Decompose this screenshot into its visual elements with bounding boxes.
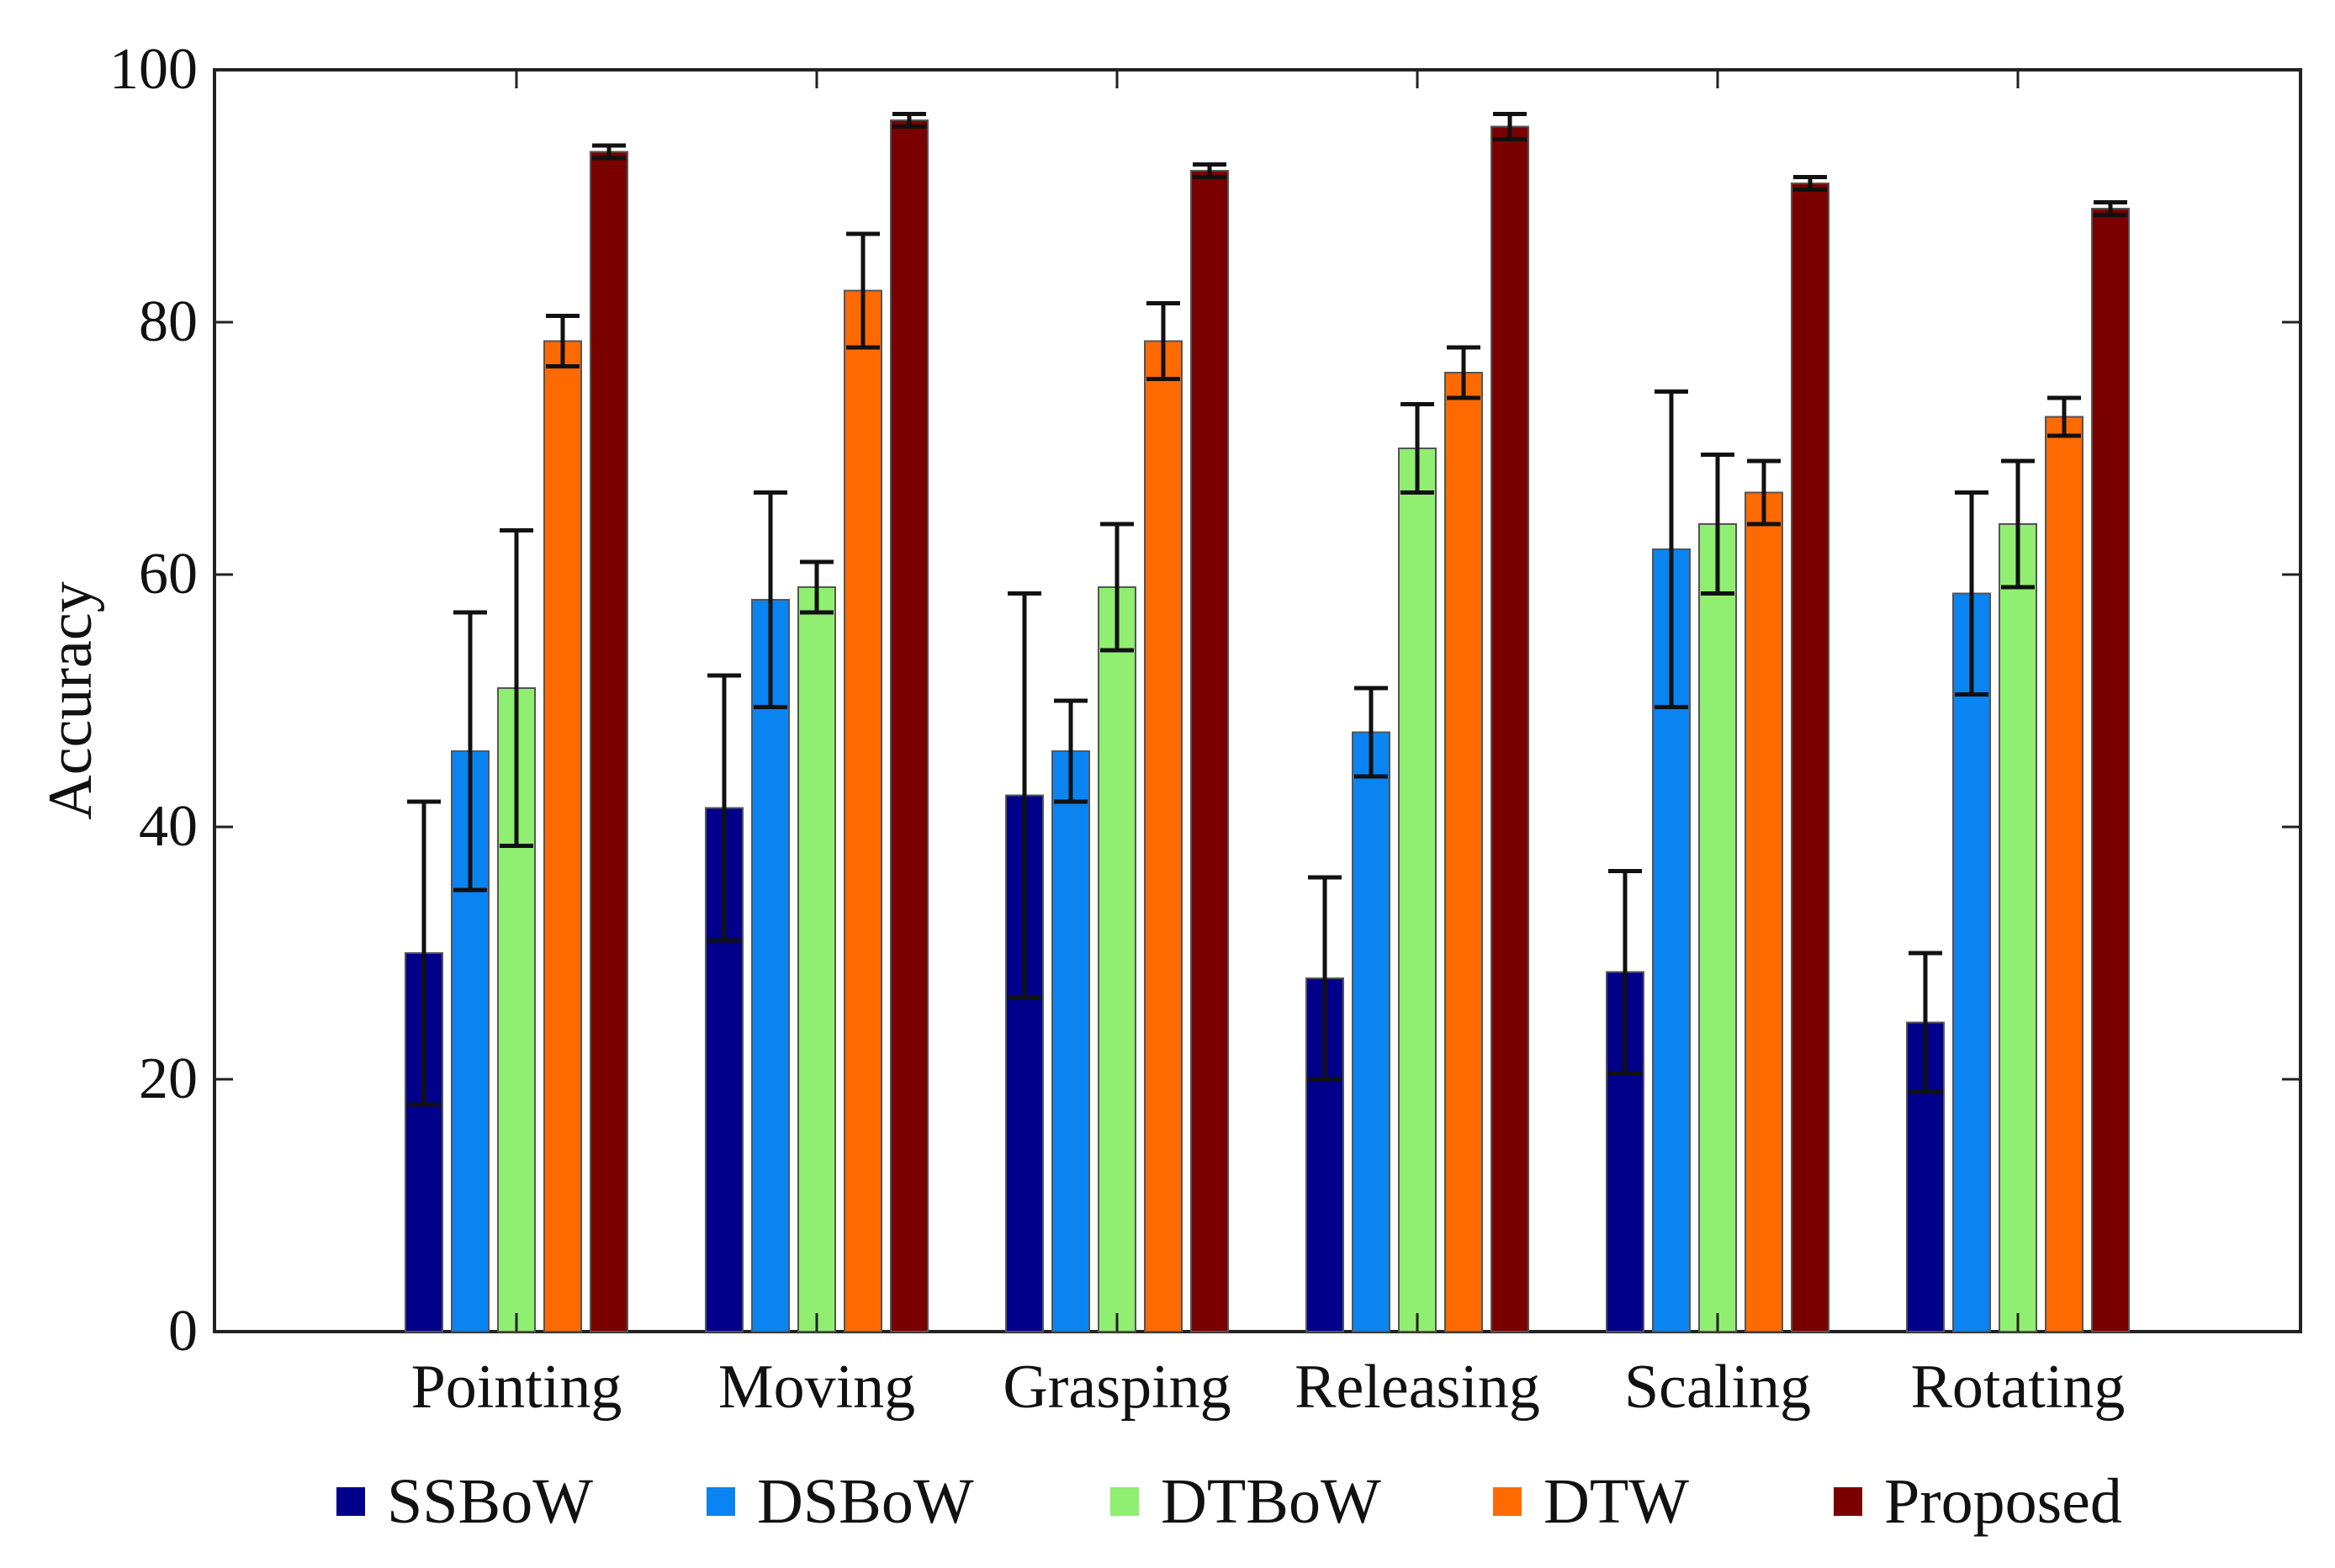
- y-axis-label: Accuracy: [36, 581, 105, 819]
- y-tick-label: 40: [139, 794, 198, 859]
- bar-chart: 0 20 40 60 80 100 Pointing Moving Grasping Releas…: [36, 37, 2302, 1422]
- x-tick-label: Scaling: [1624, 1353, 1811, 1422]
- x-tick-label: Releasing: [1295, 1353, 1540, 1422]
- legend-label: Proposed: [1884, 1465, 2122, 1537]
- bar-proposed: [1190, 170, 1229, 1332]
- bar-dtbow: [1999, 523, 2037, 1332]
- ticks-layer: 0 20 40 60 80 100 Pointing Moving Grasping Releas…: [109, 37, 2301, 1422]
- bar-dtbow: [797, 586, 836, 1332]
- bar-dtw: [543, 340, 582, 1332]
- bar-dsbow: [1352, 731, 1390, 1332]
- bar-dsbow: [751, 599, 790, 1332]
- bar-dtw: [1444, 372, 1483, 1332]
- bar-dtbow: [1098, 586, 1136, 1332]
- legend-swatch: [1834, 1487, 1862, 1516]
- bar-dtw: [2045, 416, 2083, 1332]
- bar-dtw: [1745, 491, 1783, 1332]
- plot-frame: [213, 68, 2302, 1333]
- bar-proposed: [2091, 208, 2130, 1332]
- legend-item-proposed: Proposed: [1834, 1455, 2122, 1548]
- legend-label: DSBoW: [757, 1465, 974, 1537]
- x-tick-label: Moving: [718, 1353, 915, 1422]
- x-tick-label: Grasping: [1003, 1353, 1231, 1422]
- x-tick-label: Pointing: [411, 1353, 622, 1422]
- bar-dtbow: [1398, 448, 1437, 1332]
- y-tick-label: 0: [168, 1299, 198, 1364]
- y-tick-label: 60: [139, 542, 198, 607]
- legend-item-dsbow: DSBoW: [707, 1455, 974, 1548]
- legend-swatch: [707, 1487, 735, 1516]
- bar-dtbow: [1698, 523, 1737, 1332]
- x-tick-label: Rotating: [1911, 1353, 2126, 1422]
- bar-dtw: [844, 289, 882, 1332]
- legend: SSBoW DSBoW DTBoW DTW Proposed: [0, 1455, 2335, 1548]
- y-tick-label: 20: [139, 1046, 198, 1111]
- legend-label: SSBoW: [387, 1465, 593, 1537]
- y-tick-label: 100: [109, 37, 198, 102]
- bar-dtw: [1144, 340, 1183, 1332]
- bar-proposed: [1490, 125, 1529, 1332]
- legend-item-dtbow: DTBoW: [1110, 1455, 1381, 1548]
- legend-label: DTBoW: [1161, 1465, 1381, 1537]
- legend-swatch: [1110, 1487, 1139, 1516]
- legend-swatch: [1493, 1487, 1522, 1516]
- bar-dsbow: [1952, 592, 1991, 1332]
- legend-item-dtw: DTW: [1493, 1455, 1689, 1548]
- bar-proposed: [1791, 183, 1829, 1332]
- y-tick-label: 80: [139, 289, 198, 354]
- bar-proposed: [590, 151, 628, 1332]
- legend-item-ssbow: SSBoW: [336, 1455, 593, 1548]
- bar-dsbow: [1051, 750, 1090, 1332]
- bar-proposed: [890, 119, 929, 1332]
- bars-layer: [405, 112, 2130, 1332]
- legend-swatch: [336, 1487, 365, 1516]
- legend-label: DTW: [1543, 1465, 1690, 1537]
